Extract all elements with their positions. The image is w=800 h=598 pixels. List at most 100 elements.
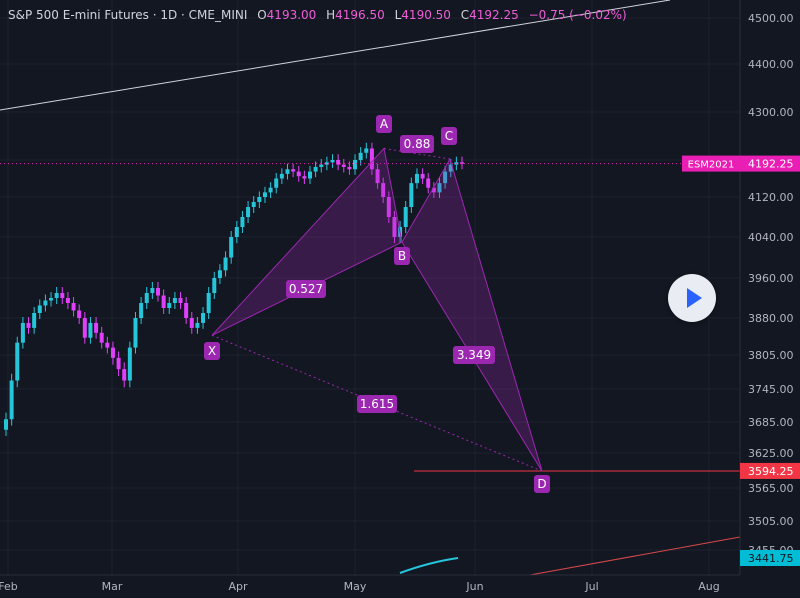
candle-body bbox=[189, 318, 194, 328]
candle-body bbox=[184, 303, 189, 318]
candle-body bbox=[144, 293, 149, 303]
candle-body bbox=[341, 164, 346, 167]
price-axis: 4500.004400.004300.004200.004120.004040.… bbox=[682, 0, 800, 598]
candle-body bbox=[212, 278, 217, 293]
candle-body bbox=[251, 202, 256, 207]
candle-body bbox=[319, 164, 324, 167]
open-value: 4193.00 bbox=[266, 8, 317, 22]
price-tick-label: 4400.00 bbox=[748, 58, 794, 71]
harmonic-pattern[interactable]: X A B C D 0.527 0.88 3.349 1.615 bbox=[204, 115, 550, 493]
candle-body bbox=[110, 347, 115, 358]
candle-body bbox=[172, 298, 177, 303]
candle-body bbox=[77, 310, 82, 318]
candle-body bbox=[392, 217, 397, 237]
candle-body bbox=[133, 318, 138, 348]
price-tick-label: 4040.00 bbox=[748, 231, 794, 244]
candle-body bbox=[65, 298, 70, 303]
candle-body bbox=[116, 357, 121, 370]
candle-body bbox=[409, 183, 414, 207]
ratio-xd-bg bbox=[357, 395, 397, 413]
time-tick-label: Mar bbox=[102, 580, 123, 593]
candle-body bbox=[60, 293, 65, 298]
play-button[interactable] bbox=[668, 274, 716, 322]
candle-body bbox=[262, 192, 267, 197]
candle-body bbox=[229, 237, 234, 258]
ratio-xd: 1.615 bbox=[360, 397, 394, 411]
ratio-xb: 0.527 bbox=[289, 282, 323, 296]
secondary-price-badge bbox=[740, 550, 800, 566]
candle-body bbox=[217, 270, 222, 278]
price-tick-label: 3960.00 bbox=[748, 272, 794, 285]
price-tick-label: 3685.00 bbox=[748, 416, 794, 429]
candle-body bbox=[358, 152, 363, 160]
symbol-badge bbox=[682, 155, 740, 172]
price-tick-label: 3805.00 bbox=[748, 349, 794, 362]
grid-lines bbox=[0, 0, 740, 575]
candle-body bbox=[353, 160, 358, 170]
pattern-bcd bbox=[401, 157, 543, 472]
change-value: −0.75 (−0.02%) bbox=[528, 8, 627, 22]
candle-body bbox=[443, 171, 448, 184]
candle-body bbox=[460, 162, 464, 164]
candle-body bbox=[195, 322, 200, 328]
candle-body bbox=[178, 298, 183, 303]
candle-body bbox=[257, 197, 262, 202]
time-tick-label: Jul bbox=[584, 580, 598, 593]
price-tick-label: 4500.00 bbox=[748, 12, 794, 25]
pattern-point-a: A bbox=[380, 117, 389, 131]
candle-body bbox=[167, 303, 172, 308]
ratio-ac-bg bbox=[400, 135, 434, 153]
candle-body bbox=[37, 305, 42, 313]
candle-body bbox=[386, 197, 391, 217]
time-tick-label: Feb bbox=[0, 580, 18, 593]
candle-body bbox=[420, 173, 425, 179]
time-tick-label: Aug bbox=[698, 580, 719, 593]
candle-body bbox=[161, 295, 166, 308]
candle-body bbox=[324, 162, 329, 165]
candle-body bbox=[375, 169, 380, 184]
ratio-bd: 3.349 bbox=[457, 348, 491, 362]
pattern-point-d: D bbox=[537, 477, 546, 491]
pattern-point-x-bg bbox=[204, 342, 220, 360]
symbol-badge-label: ESM2021 bbox=[688, 160, 735, 171]
candle-body bbox=[302, 176, 307, 179]
ratio-ac: 0.88 bbox=[404, 137, 431, 151]
pattern-point-c-bg bbox=[441, 127, 457, 145]
trend-line-red bbox=[529, 536, 741, 576]
trend-lines bbox=[0, 0, 741, 576]
pattern-xab bbox=[211, 147, 403, 336]
price-tick-label: 3625.00 bbox=[748, 447, 794, 460]
candle-body bbox=[32, 313, 37, 328]
candle-body bbox=[94, 322, 99, 333]
candle-body bbox=[431, 187, 436, 193]
candle-body bbox=[426, 178, 431, 188]
candle-body bbox=[139, 303, 144, 318]
time-tick-label: May bbox=[344, 580, 367, 593]
candle-body bbox=[9, 380, 14, 420]
high-value: 4196.50 bbox=[335, 8, 385, 22]
close-value: 4192.25 bbox=[469, 8, 519, 22]
chart-legend: S&P 500 E-mini Futures · 1D · CME_MINI O… bbox=[8, 8, 627, 22]
candle-body bbox=[54, 293, 59, 298]
candle-body bbox=[448, 164, 453, 172]
candle-body bbox=[127, 347, 132, 381]
candles bbox=[4, 142, 464, 436]
axis-bg bbox=[740, 0, 800, 598]
candle-body bbox=[15, 342, 20, 381]
current-price-label: 4192.25 bbox=[748, 158, 794, 171]
candle-body bbox=[403, 207, 408, 227]
pattern-point-b: B bbox=[398, 249, 406, 263]
candle-body bbox=[369, 148, 374, 170]
volume-line bbox=[399, 557, 459, 574]
pattern-ac-line bbox=[383, 147, 451, 160]
candle-body bbox=[268, 187, 273, 193]
candle-body bbox=[381, 183, 386, 197]
secondary-price-label: 3441.75 bbox=[748, 552, 794, 565]
pattern-point-b-bg bbox=[394, 247, 410, 265]
price-tick-label: 3505.00 bbox=[748, 515, 794, 528]
candle-body bbox=[4, 419, 8, 430]
candle-body bbox=[201, 313, 206, 323]
candle-body bbox=[240, 217, 245, 227]
candle-body bbox=[291, 169, 296, 172]
